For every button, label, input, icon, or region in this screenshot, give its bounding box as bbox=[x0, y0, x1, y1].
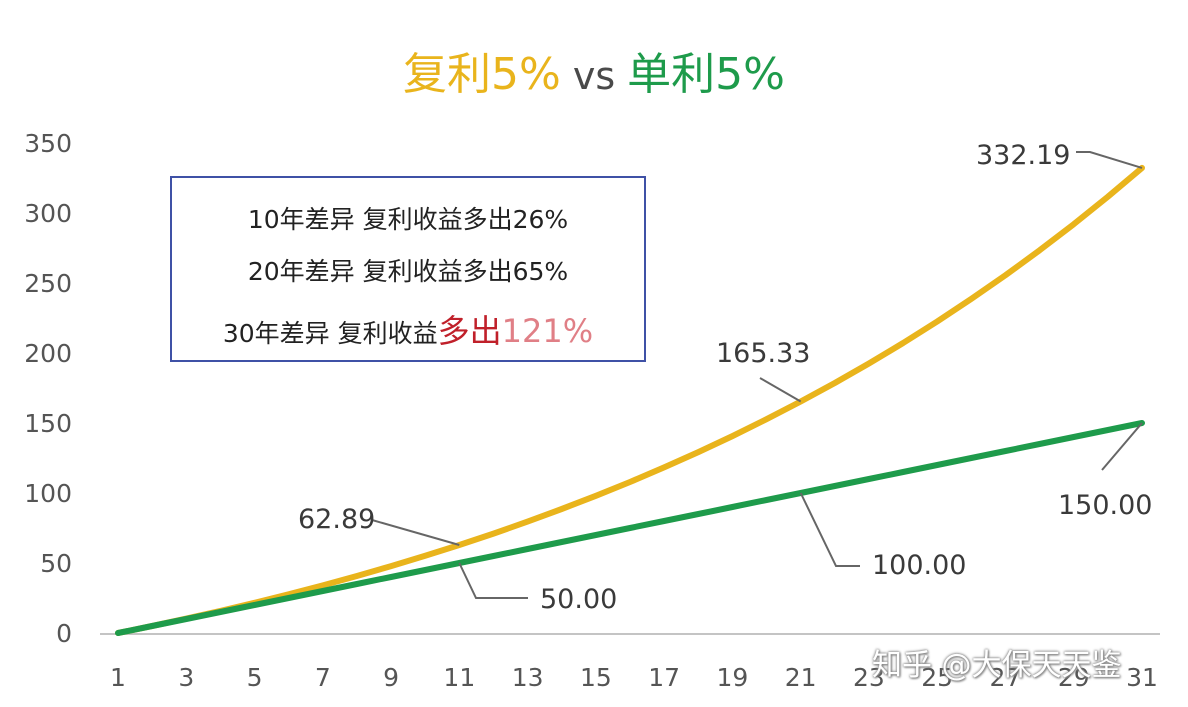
y-tick-label: 200 bbox=[24, 339, 72, 368]
title-vs: vs bbox=[572, 54, 616, 98]
data-label: 50.00 bbox=[540, 584, 617, 615]
x-tick-label: 31 bbox=[1126, 663, 1158, 692]
x-tick-label: 19 bbox=[716, 663, 748, 692]
data-label: 62.89 bbox=[298, 504, 375, 535]
x-tick-label: 17 bbox=[648, 663, 680, 692]
info-line-10yr: 10年差异 复利收益多出26% bbox=[247, 205, 569, 234]
annotation-leader bbox=[1076, 151, 1143, 169]
x-tick-label: 11 bbox=[443, 663, 475, 692]
series-line-simple bbox=[115, 420, 1145, 636]
y-tick-label: 250 bbox=[24, 269, 72, 298]
x-tick-label: 9 bbox=[383, 663, 399, 692]
x-tick-label: 3 bbox=[178, 663, 194, 692]
info-line-20yr: 20年差异 复利收益多出65% bbox=[247, 257, 569, 286]
series-line-compound bbox=[115, 164, 1145, 636]
data-label: 165.33 bbox=[716, 338, 810, 369]
y-tick-label: 0 bbox=[56, 619, 72, 648]
info-line-30yr-percent: 121% bbox=[501, 312, 594, 350]
y-tick-label: 350 bbox=[24, 129, 72, 158]
data-label: 100.00 bbox=[872, 550, 966, 581]
annotation-leader bbox=[458, 562, 528, 599]
label-layer: 62.89 50.00 165.33 100.00 332.19 150.00 bbox=[298, 140, 1152, 615]
title-compound: 复利5% bbox=[403, 49, 561, 100]
y-tick-label: 100 bbox=[24, 479, 72, 508]
info-line-30yr-prefix: 30年差异 复利收益 bbox=[222, 319, 438, 348]
data-label: 332.19 bbox=[976, 140, 1070, 171]
info-line-30yr-highlight: 多出 bbox=[437, 312, 502, 350]
x-tick-label: 13 bbox=[512, 663, 544, 692]
watermark-text: 知乎 @大保天天鉴 bbox=[872, 648, 1122, 683]
x-tick-label: 27 bbox=[990, 663, 1022, 692]
info-line-30yr: 30年差异 复利收益多出121% bbox=[172, 306, 644, 352]
info-box: 10年差异 复利收益多出26% 20年差异 复利收益多出65% 30年差异 复利… bbox=[170, 176, 646, 362]
y-tick-label: 150 bbox=[24, 409, 72, 438]
line-layer bbox=[115, 164, 1145, 636]
x-tick-label: 23 bbox=[853, 663, 885, 692]
chart-title: 复利5% vs 单利5% bbox=[0, 38, 1188, 102]
x-tick-label: 1 bbox=[110, 663, 126, 692]
y-tick-label: 300 bbox=[24, 199, 72, 228]
data-label: 150.00 bbox=[1058, 490, 1152, 521]
x-tick-label: 7 bbox=[315, 663, 331, 692]
x-tick-label: 29 bbox=[1058, 663, 1090, 692]
x-tick-label: 15 bbox=[580, 663, 612, 692]
x-tick-label: 21 bbox=[785, 663, 817, 692]
annotation-leader bbox=[371, 519, 460, 546]
annotation-leader bbox=[1101, 422, 1143, 471]
annotation-leader bbox=[759, 377, 802, 403]
y-tick-label: 50 bbox=[40, 549, 72, 578]
title-simple: 单利5% bbox=[627, 49, 785, 100]
x-tick-label: 25 bbox=[921, 663, 953, 692]
x-tick-label: 5 bbox=[247, 663, 263, 692]
annotation-leader bbox=[799, 492, 860, 567]
